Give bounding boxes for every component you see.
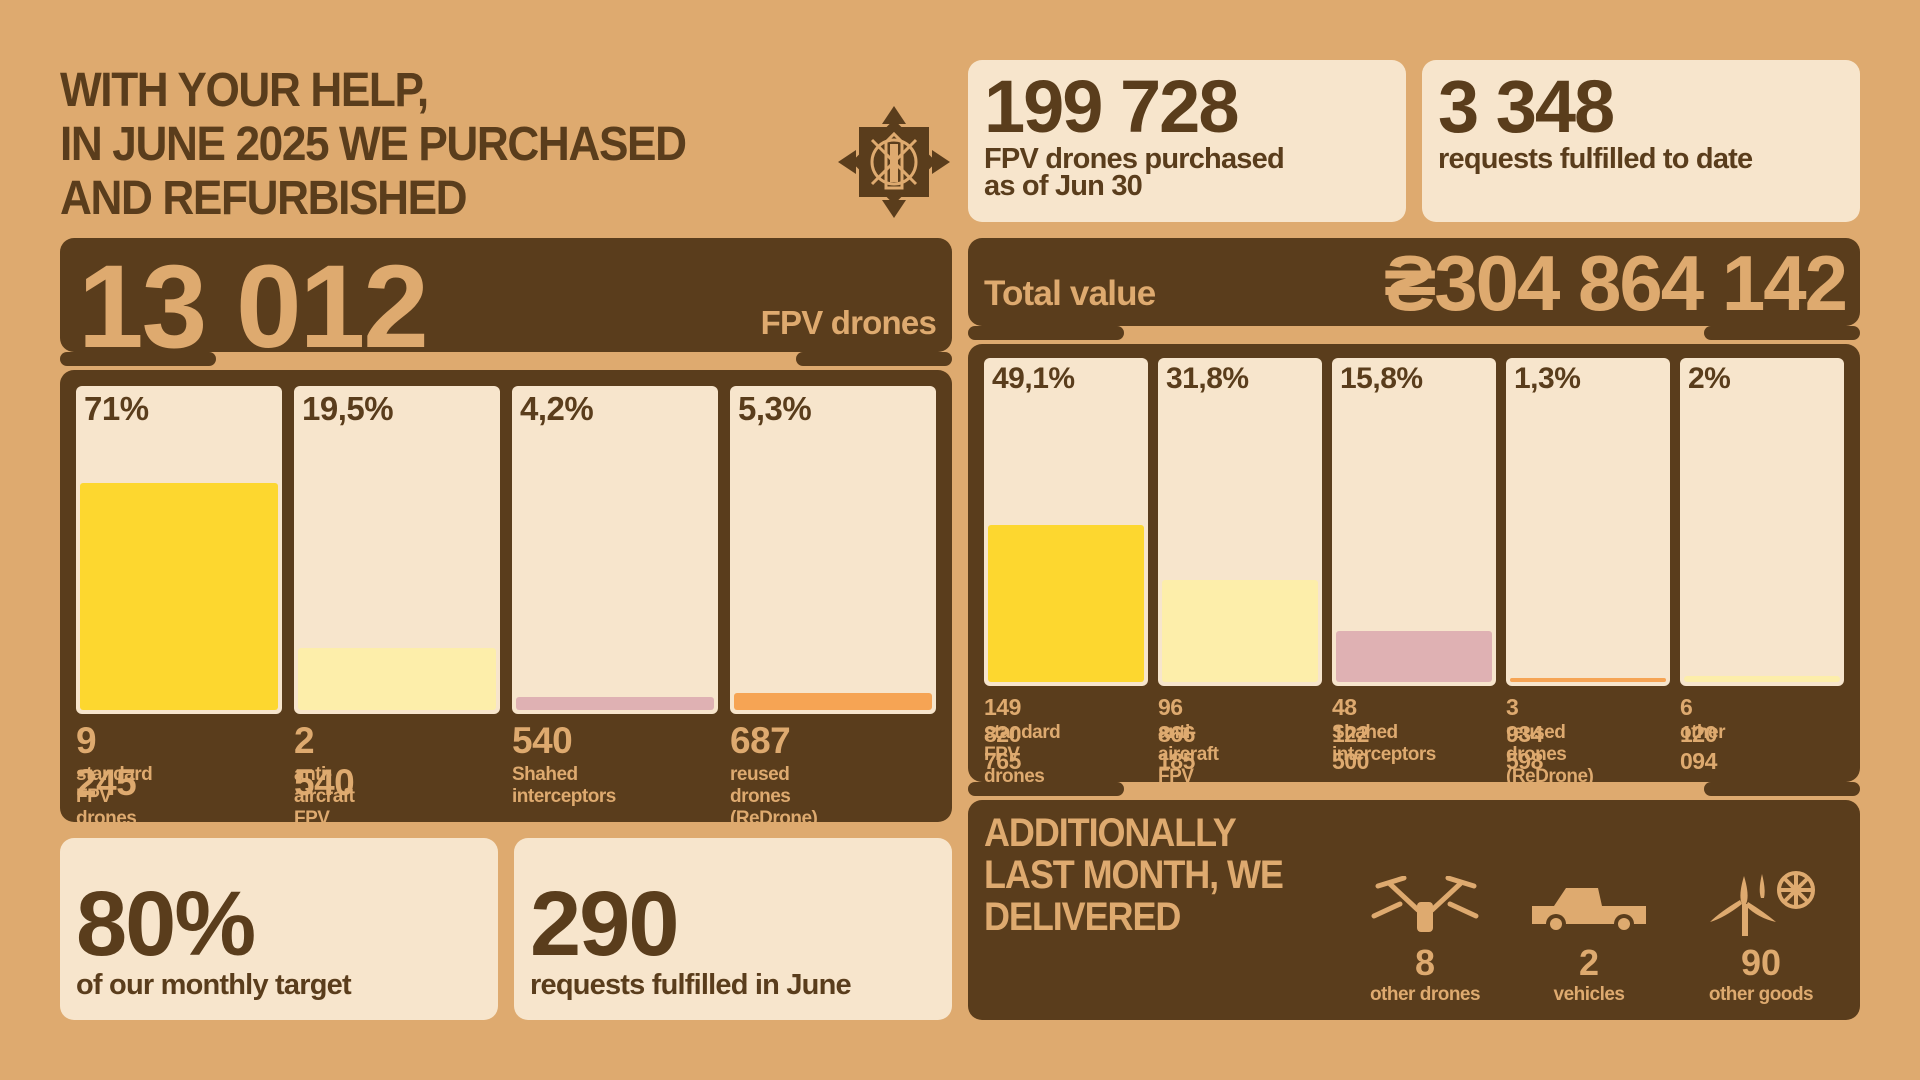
bar-track — [512, 386, 718, 714]
requests-total-card: 3 348 requests fulfilled to date — [1422, 60, 1860, 222]
bar-value-label: 540 — [512, 720, 573, 761]
bar-percent-label: 1,3% — [1514, 362, 1581, 395]
bar-fill — [516, 697, 714, 710]
bar-value-label: 48 122 500 — [1332, 694, 1369, 774]
bar-percent-label: 5,3% — [738, 390, 812, 427]
bar-percent-label: 49,1% — [992, 362, 1075, 395]
emblem-logo-icon — [836, 104, 952, 220]
additionally-delivered-panel: ADDITIONALLY LAST MONTH, WE DELIVERED — [968, 800, 1860, 1020]
purchased-total-label: FPV drones purchased as of Jun 30 — [984, 143, 1285, 202]
bar-fill — [298, 648, 496, 710]
other-drones-value: 8 — [1414, 942, 1436, 983]
bar-category-label: standard FPV drones — [984, 722, 1061, 787]
bar-category-label: other — [1680, 722, 1726, 743]
drone-icon — [1370, 875, 1480, 936]
requests-june-label: requests fulfilled in June — [530, 969, 852, 1001]
bar-fill — [1510, 678, 1666, 682]
value-breakdown-panel: 49,1% 149 820 765 standard FPV drones 31,8% 9… — [968, 344, 1860, 809]
bar-percent-label: 71% — [84, 390, 149, 427]
total-drones-unit: FPV drones — [760, 304, 937, 341]
requests-june-card: 290 requests fulfilled in June — [514, 838, 952, 1020]
bar-category-label: Shahed interceptors — [1332, 722, 1436, 765]
monthly-target-card: 80% of our monthly target — [60, 838, 498, 1020]
bar-value-label: 687 — [730, 720, 791, 761]
vehicles-label: vehicles — [1553, 984, 1626, 1005]
bar-category-label: Shahed interceptors — [512, 764, 616, 807]
bar-fill — [1162, 580, 1318, 682]
total-value-panel: Total value ₴304 864 142 — [968, 238, 1860, 326]
purchased-total-card: 199 728 FPV drones purchased as of Jun 3… — [968, 60, 1406, 222]
headline-line-3: AND REFURBISHED — [60, 172, 468, 225]
tab-connector — [968, 782, 1124, 796]
bar-fill — [1336, 631, 1492, 682]
requests-total-label: requests fulfilled to date — [1438, 143, 1753, 175]
vehicles-value: 2 — [1578, 942, 1600, 983]
requests-june-value: 290 — [530, 873, 679, 975]
bar-percent-label: 15,8% — [1340, 362, 1423, 395]
purchased-total-value: 199 728 — [984, 65, 1239, 148]
tab-connector — [968, 326, 1124, 340]
headline: WITH YOUR HELP, IN JUNE 2025 WE PURCHASE… — [60, 64, 722, 226]
monthly-target-label: of our monthly target — [76, 969, 352, 1001]
total-drones-panel: 13 012 FPV drones — [60, 238, 952, 366]
tab-connector — [1704, 326, 1860, 340]
additionally-title: ADDITIONALLY LAST MONTH, WE DELIVERED — [984, 811, 1284, 939]
bar-category-label: reused drones (ReDrone) — [1506, 722, 1594, 787]
bar-percent-label: 19,5% — [302, 390, 394, 427]
bar-value-label: 96 866 185 — [1158, 694, 1195, 774]
bar-fill — [1684, 676, 1840, 682]
bar-fill — [988, 525, 1144, 682]
other-goods-value: 90 — [1740, 942, 1782, 983]
other-drones-label: other drones — [1369, 984, 1481, 1005]
total-value-amount: ₴304 864 142 — [1384, 239, 1848, 327]
monthly-target-value: 80% — [76, 873, 256, 975]
bar-percent-label: 2% — [1688, 362, 1731, 395]
requests-total-value: 3 348 — [1438, 65, 1615, 148]
bar-value-label: 9 245 — [76, 720, 137, 803]
wind-turbine-icon — [1706, 868, 1818, 938]
tab-connector — [1704, 782, 1860, 796]
tab-connector — [60, 352, 216, 366]
bar-fill — [734, 693, 932, 710]
bar-category-label: reused drones (ReDrone) — [730, 764, 818, 829]
pickup-truck-icon — [1528, 884, 1650, 936]
bar-track — [730, 386, 936, 714]
total-value-label: Total value — [984, 274, 1156, 313]
bar-fill — [80, 483, 278, 710]
bar-value-label: 3 934 598 — [1506, 694, 1543, 774]
bar-value-label: 149 820 765 — [984, 694, 1021, 774]
bar-value-label: 2 540 — [294, 720, 355, 803]
bar-percent-label: 31,8% — [1166, 362, 1249, 395]
tab-connector — [796, 352, 952, 366]
headline-line-2: IN JUNE 2025 WE PURCHASED — [60, 118, 687, 171]
bar-percent-label: 4,2% — [520, 390, 594, 427]
drone-breakdown-panel: 71% 9 245 standard FPV drones 19,5% 2 540 anti… — [60, 370, 952, 851]
headline-line-1: WITH YOUR HELP, — [60, 64, 429, 117]
bar-category-label: standard FPV drones — [76, 764, 153, 829]
other-goods-label: other goods — [1708, 984, 1814, 1005]
total-drones-value: 13 012 — [78, 241, 429, 373]
bar-value-label: 6 120 094 — [1680, 694, 1717, 774]
bar-track — [1506, 358, 1670, 686]
bar-track — [1680, 358, 1844, 686]
